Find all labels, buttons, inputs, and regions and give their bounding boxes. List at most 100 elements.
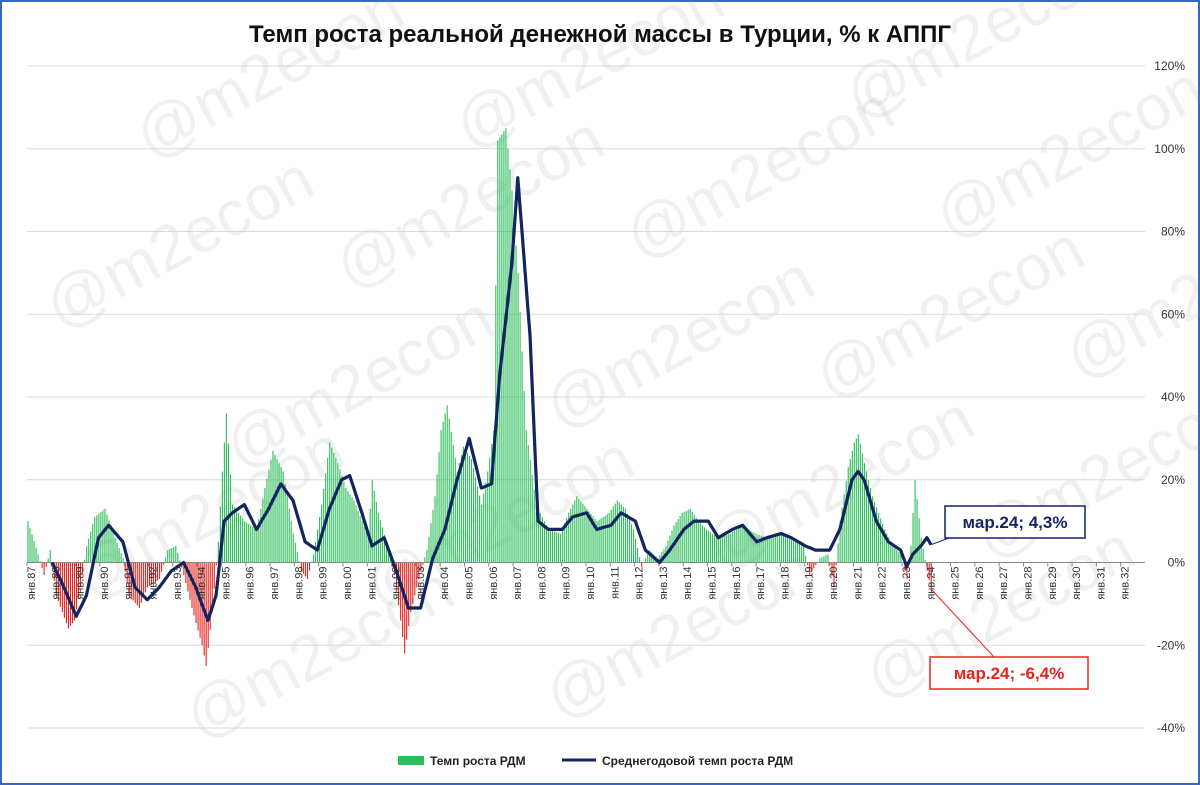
bar	[458, 463, 460, 563]
bar	[35, 547, 37, 563]
x-tick-label: янв.13	[658, 567, 670, 600]
bar	[436, 474, 438, 563]
bar	[876, 507, 878, 563]
bar	[628, 519, 631, 563]
bar	[768, 536, 770, 563]
bar	[118, 548, 120, 563]
bar	[470, 459, 473, 563]
bar	[592, 516, 594, 563]
bar	[359, 515, 361, 563]
bar	[774, 534, 776, 563]
bar	[381, 527, 383, 563]
bar	[33, 540, 35, 563]
bar	[418, 562, 420, 580]
bar	[491, 443, 493, 563]
x-tick-label: янв.08	[536, 567, 548, 600]
x-tick-label: янв.01	[366, 567, 378, 600]
bar	[734, 530, 736, 563]
bar	[930, 562, 932, 589]
bar	[637, 548, 639, 563]
callout-bar-text: мар.24; -6,4%	[954, 664, 1065, 683]
bar	[630, 524, 633, 563]
bar	[236, 510, 238, 563]
bar	[493, 430, 495, 563]
legend-line-label: Среднегодовой темп роста РДМ	[602, 754, 793, 768]
bar	[762, 536, 764, 563]
bar	[485, 482, 487, 563]
bar	[894, 548, 896, 563]
bar	[600, 518, 602, 563]
bar	[371, 479, 373, 563]
bar	[456, 471, 458, 563]
bar	[363, 526, 365, 563]
bar	[539, 512, 541, 563]
bar	[920, 537, 922, 563]
bar	[169, 549, 171, 563]
bar	[306, 562, 308, 580]
bar	[556, 532, 558, 563]
bar	[924, 559, 926, 563]
bar	[477, 486, 479, 563]
bar	[130, 562, 132, 599]
bar	[367, 537, 369, 563]
bar	[553, 531, 556, 563]
bar	[756, 534, 758, 563]
bar	[635, 538, 637, 563]
bar	[154, 562, 157, 582]
bar	[681, 512, 683, 563]
bar	[803, 545, 805, 563]
bar	[568, 512, 570, 563]
bar	[580, 501, 582, 563]
bar	[385, 541, 387, 563]
bar	[857, 434, 859, 563]
bar	[766, 537, 768, 563]
bar	[740, 526, 742, 563]
bar	[754, 533, 756, 563]
bar	[535, 504, 537, 563]
bar	[59, 562, 61, 607]
gridlines	[27, 65, 1145, 729]
bar	[792, 539, 795, 563]
bar	[152, 562, 155, 584]
x-tick-label: янв.87	[26, 567, 38, 600]
bar	[472, 468, 475, 563]
bar	[400, 562, 402, 621]
bar	[738, 528, 740, 563]
bar	[855, 438, 857, 563]
bar	[707, 530, 710, 563]
bar	[78, 562, 80, 599]
bar	[746, 528, 748, 563]
bar	[296, 552, 298, 563]
bar	[215, 562, 217, 566]
x-tick-label: янв.17	[755, 567, 767, 600]
x-tick-label: янв.06	[488, 567, 500, 600]
bar	[679, 515, 681, 563]
x-tick-label: янв.28	[1022, 567, 1034, 600]
bar	[622, 506, 624, 563]
bar	[863, 463, 865, 563]
bar	[189, 562, 191, 600]
bar	[711, 533, 714, 563]
bar	[867, 479, 870, 563]
bar	[849, 459, 851, 563]
bar	[114, 537, 116, 563]
bar	[365, 532, 367, 563]
bar	[904, 562, 906, 571]
bar	[564, 523, 566, 563]
bar	[256, 529, 258, 563]
bar	[560, 533, 562, 563]
bar	[549, 530, 552, 563]
bar	[460, 454, 462, 563]
bar	[430, 523, 432, 563]
bar	[187, 562, 189, 592]
bar	[53, 562, 55, 581]
x-tick-label: янв.22	[877, 567, 889, 600]
bar	[882, 523, 884, 563]
bar	[268, 469, 270, 563]
legend-bar-swatch	[398, 756, 424, 765]
bar	[659, 555, 661, 563]
bar	[272, 450, 274, 563]
bar	[466, 452, 468, 563]
bar	[248, 523, 250, 563]
bar	[223, 442, 225, 563]
